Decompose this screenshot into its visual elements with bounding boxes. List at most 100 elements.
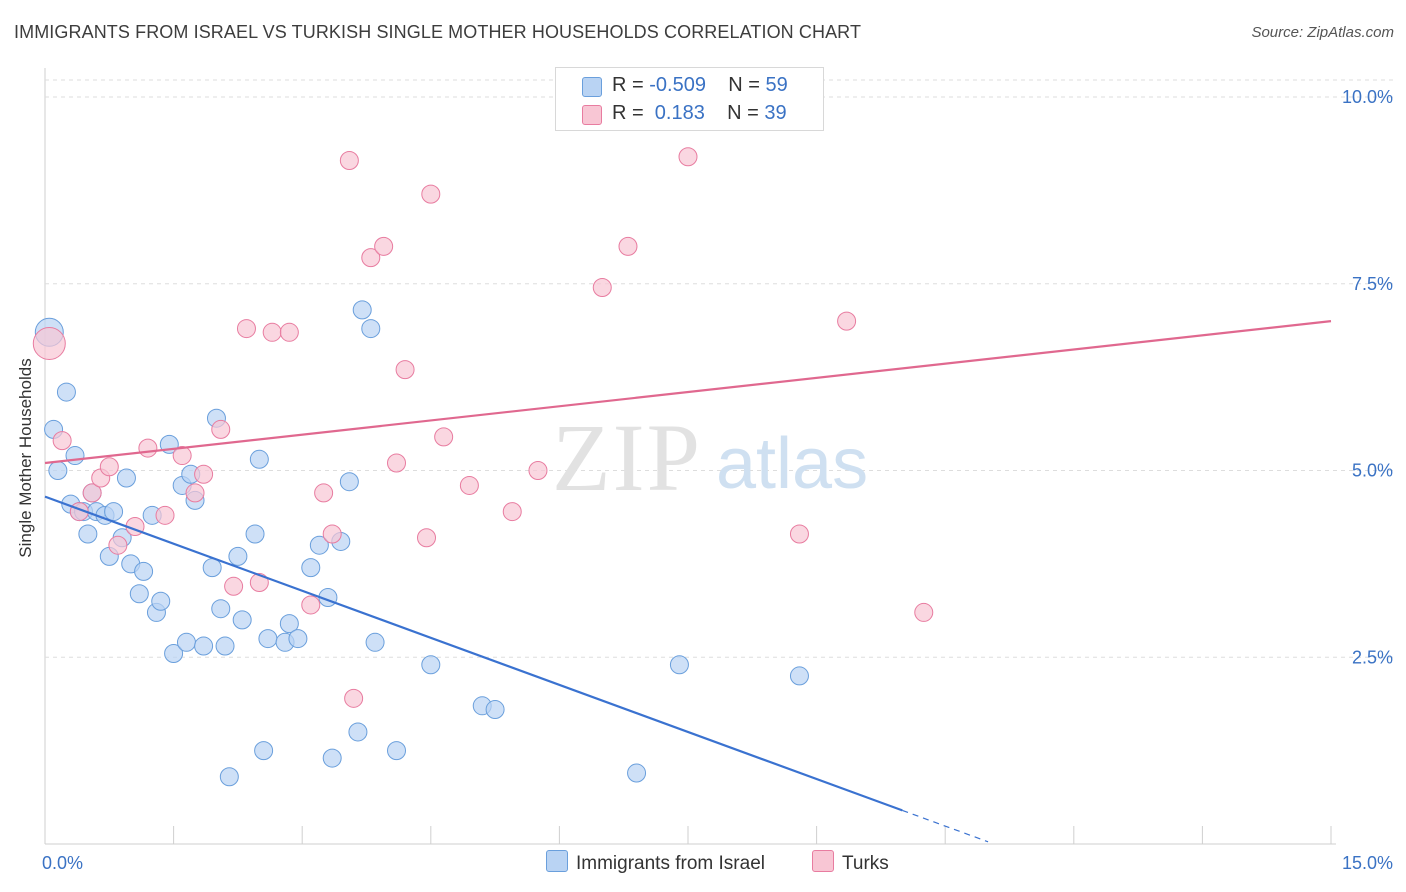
y-tick-label: 2.5%	[1352, 647, 1393, 667]
bottom-legend-swatch-israel	[546, 850, 568, 872]
turks-point	[224, 576, 244, 596]
turks-point	[339, 150, 359, 170]
turks-point	[421, 184, 441, 204]
israel-point	[48, 461, 68, 480]
israel-point	[151, 591, 171, 611]
legend-r-label: R =	[612, 102, 644, 124]
israel-point	[202, 558, 222, 578]
turks-point	[249, 573, 269, 593]
tick-layer: 2.5% 5.0% 7.5% 10.0% 0.0% 15.0%	[42, 87, 1393, 873]
israel-point	[78, 524, 98, 544]
israel-point	[421, 655, 441, 675]
turks-point	[32, 327, 66, 361]
israel-point	[301, 558, 321, 578]
israel-point	[361, 319, 381, 339]
turks-point	[417, 528, 437, 548]
bottom-legend-turks: Turks	[812, 850, 889, 875]
israel-point	[627, 763, 647, 783]
watermark-atlas: atlas	[716, 424, 868, 504]
turks-point	[262, 322, 282, 342]
israel-point	[279, 614, 299, 634]
bottom-legend-israel: Immigrants from Israel	[546, 850, 765, 875]
watermark-zip: ZIP	[552, 404, 702, 511]
israel-trend-extension	[902, 809, 989, 843]
x-tick-label: 15.0%	[1342, 853, 1393, 873]
legend-n-label: N =	[727, 102, 759, 124]
legend-r-value: 0.183	[649, 102, 705, 124]
israel-point	[789, 666, 809, 686]
israel-point	[116, 468, 136, 488]
israel-point	[211, 599, 231, 619]
points-layer	[32, 147, 934, 787]
y-tick-label: 7.5%	[1352, 274, 1393, 294]
israel-point	[164, 644, 184, 664]
turks-point	[459, 475, 479, 495]
chart-title: IMMIGRANTS FROM ISRAEL VS TURKISH SINGLE…	[14, 22, 862, 42]
turks-point	[185, 483, 205, 503]
israel-point	[249, 449, 269, 469]
turks-trend-line	[44, 320, 1332, 465]
israel-point	[56, 382, 76, 402]
israel-point	[485, 700, 505, 720]
israel-point	[258, 629, 278, 649]
bottom-legend-label-israel: Immigrants from Israel	[576, 853, 765, 874]
israel-point	[309, 535, 329, 555]
turks-point	[138, 438, 158, 458]
turks-point	[172, 446, 192, 466]
israel-point	[352, 300, 372, 320]
israel-point	[254, 741, 274, 761]
source-label: Source: ZipAtlas.com	[1251, 24, 1394, 41]
turks-point	[789, 524, 809, 544]
israel-point	[134, 561, 154, 581]
turks-point	[279, 322, 299, 342]
turks-point	[361, 248, 381, 268]
israel-point	[219, 767, 239, 787]
legend-stats-turks: R = 0.183 N = 39	[612, 102, 787, 125]
israel-point	[65, 446, 85, 466]
x-tick-label: 0.0%	[42, 853, 83, 873]
turks-point	[211, 419, 231, 439]
turks-point	[344, 688, 364, 708]
legend-n-value: 59	[765, 74, 788, 96]
israel-point	[245, 524, 265, 544]
israel-trend-line	[44, 495, 903, 812]
bottom-legend-swatch-turks	[812, 850, 834, 872]
legend-r-value: -0.509	[649, 74, 706, 96]
y-tick-label: 10.0%	[1342, 87, 1393, 107]
israel-point	[104, 502, 124, 522]
legend-stats-israel: R = -0.509 N = 59	[612, 74, 788, 97]
turks-point	[914, 602, 934, 622]
legend-swatch-turks	[582, 105, 602, 125]
turks-point	[236, 319, 256, 339]
israel-point	[669, 655, 689, 675]
turks-point	[314, 483, 334, 503]
turks-point	[678, 147, 698, 167]
israel-point	[129, 584, 149, 604]
turks-point	[502, 502, 522, 522]
israel-point	[339, 472, 359, 492]
turks-point	[322, 524, 342, 544]
trend-layer	[44, 320, 1332, 843]
turks-point	[194, 464, 214, 484]
turks-point	[528, 461, 548, 480]
turks-point	[434, 427, 454, 447]
turks-point	[592, 277, 612, 297]
bottom-legend-label-turks: Turks	[842, 853, 889, 874]
turks-point	[395, 360, 415, 380]
israel-point	[348, 722, 368, 742]
israel-point	[365, 632, 385, 652]
turks-point	[99, 457, 119, 477]
israel-point	[228, 546, 248, 566]
legend-n-value: 39	[764, 102, 787, 124]
israel-point	[215, 636, 235, 656]
turks-point	[52, 431, 72, 451]
turks-point	[155, 505, 175, 525]
israel-point	[194, 636, 214, 656]
legend-box: R = -0.509 N = 59 R = 0.183 N = 39	[555, 67, 824, 131]
turks-point	[618, 236, 638, 256]
turks-point	[82, 483, 102, 503]
legend-n-label: N =	[728, 74, 760, 96]
legend-r-label: R =	[612, 74, 644, 96]
israel-point	[387, 741, 407, 761]
